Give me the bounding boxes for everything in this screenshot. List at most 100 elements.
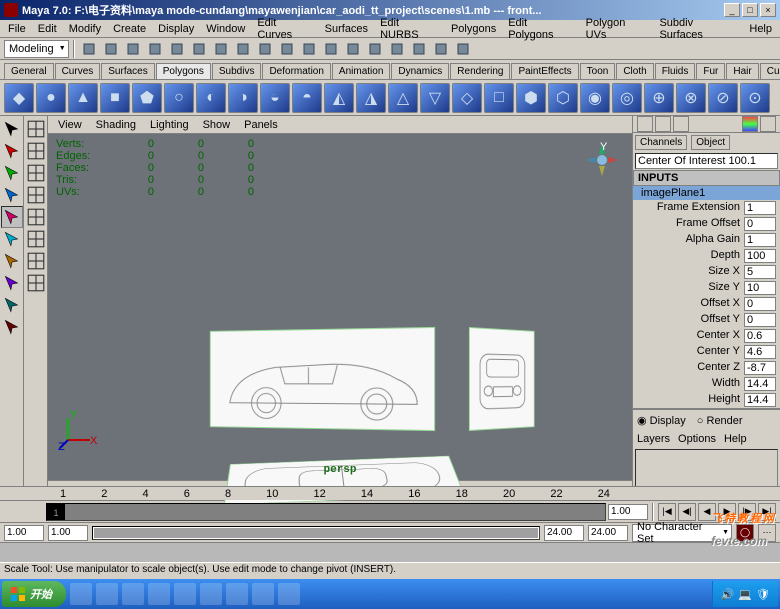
soft-select-tool-icon[interactable] (1, 250, 23, 272)
sculpt-tool-icon[interactable] (1, 294, 23, 316)
taskbar-item-2[interactable] (122, 583, 144, 605)
taskbar-item-8[interactable] (278, 583, 300, 605)
shelf-tab-rendering[interactable]: Rendering (450, 63, 510, 79)
shelf-tab-toon[interactable]: Toon (580, 63, 616, 79)
range-slider[interactable] (92, 526, 540, 540)
view-menu-view[interactable]: View (52, 117, 88, 133)
menu-polygons[interactable]: Polygons (445, 21, 502, 37)
render-radio[interactable]: ○ Render (697, 415, 743, 427)
attr-value[interactable]: 10 (744, 281, 776, 295)
move-tool-icon[interactable] (1, 162, 23, 184)
menu-polygon-uvs[interactable]: Polygon UVs (580, 15, 654, 43)
manipulator-tool-icon[interactable] (1, 228, 23, 250)
shelf-poly-icon-13[interactable]: ▽ (420, 83, 450, 113)
shelf-poly-icon-15[interactable]: □ (484, 83, 514, 113)
taskbar-item-0[interactable] (70, 583, 92, 605)
shelf-poly-icon-14[interactable]: ◇ (452, 83, 482, 113)
shelf-poly-icon-1[interactable]: ● (36, 83, 66, 113)
render-icon[interactable] (343, 39, 363, 59)
shelf-poly-icon-11[interactable]: ◮ (356, 83, 386, 113)
attr-value[interactable]: 100 (744, 249, 776, 263)
tray-icon[interactable]: 💻 (738, 588, 752, 601)
display-radio[interactable]: ◉ Display (637, 415, 686, 427)
new-icon[interactable] (79, 39, 99, 59)
shelf-poly-icon-0[interactable]: ◆ (4, 83, 34, 113)
layout-hypershade-icon[interactable] (25, 250, 47, 272)
show-manip-tool-icon[interactable] (1, 316, 23, 338)
sel-icon[interactable] (453, 39, 473, 59)
snap-grid-icon[interactable] (255, 39, 275, 59)
menu-subdiv-surfaces[interactable]: Subdiv Surfaces (653, 15, 743, 43)
shelf-poly-icon-20[interactable]: ⊕ (644, 83, 674, 113)
mode-selector[interactable]: Modeling (4, 40, 69, 58)
attr-value[interactable]: 4.6 (744, 345, 776, 359)
menu-help[interactable]: Help (743, 21, 778, 37)
shelf-poly-icon-10[interactable]: ◭ (324, 83, 354, 113)
shelf-tab-deformation[interactable]: Deformation (262, 63, 330, 79)
outliner-icon[interactable] (431, 39, 451, 59)
layers-menu-help[interactable]: Help (724, 433, 747, 445)
view-menu-panels[interactable]: Panels (238, 117, 284, 133)
tray-icon[interactable]: 🔊 (721, 588, 735, 601)
scale-tool-icon[interactable] (1, 206, 23, 228)
frame-field[interactable] (608, 504, 648, 520)
layout-two-h-icon[interactable] (25, 162, 47, 184)
shelf-tab-surfaces[interactable]: Surfaces (101, 63, 154, 79)
rotate-tool-icon[interactable] (1, 184, 23, 206)
shelf-tab-fluids[interactable]: Fluids (655, 63, 696, 79)
layout-four-icon[interactable] (25, 140, 47, 162)
channel-layout-1-icon[interactable] (637, 116, 653, 132)
attr-value[interactable]: 5 (744, 265, 776, 279)
shelf-tab-dynamics[interactable]: Dynamics (391, 63, 449, 79)
snap-curve-icon[interactable] (277, 39, 297, 59)
shelf-tab-curves[interactable]: Curves (55, 63, 101, 79)
tray-icon[interactable]: 🛡 (756, 588, 770, 601)
anim-end-field[interactable] (588, 525, 628, 541)
open-icon[interactable] (101, 39, 121, 59)
range-start-field[interactable] (48, 525, 88, 541)
shelf-tab-general[interactable]: General (4, 63, 54, 79)
paint-tool-icon[interactable] (1, 272, 23, 294)
select-tool-icon[interactable] (1, 118, 23, 140)
shelf-poly-icon-5[interactable]: ○ (164, 83, 194, 113)
shelf-poly-icon-17[interactable]: ⬡ (548, 83, 578, 113)
show-attr-icon[interactable] (760, 116, 776, 132)
render-globals-icon[interactable] (387, 39, 407, 59)
layers-menu-layers[interactable]: Layers (637, 433, 670, 445)
layout-persp-out-icon[interactable] (25, 272, 47, 294)
range-handle[interactable] (93, 527, 539, 539)
range-end-field[interactable] (544, 525, 584, 541)
shelf-poly-icon-4[interactable]: ⬟ (132, 83, 162, 113)
command-line[interactable] (0, 542, 780, 562)
save-icon[interactable] (123, 39, 143, 59)
viewport[interactable]: Verts:000Edges:000Faces:000Tris:000UVs:0… (48, 134, 632, 480)
menu-display[interactable]: Display (152, 21, 200, 37)
menu-edit[interactable]: Edit (32, 21, 63, 37)
shelf-poly-icon-16[interactable]: ⬢ (516, 83, 546, 113)
taskbar-item-3[interactable] (148, 583, 170, 605)
shelf-tab-fur[interactable]: Fur (696, 63, 725, 79)
shelf-tab-animation[interactable]: Animation (332, 63, 390, 79)
attr-value[interactable]: 1 (744, 233, 776, 247)
object-tab[interactable]: Object (691, 135, 730, 150)
menu-modify[interactable]: Modify (63, 21, 107, 37)
attr-value[interactable]: 0 (744, 297, 776, 311)
shelf-poly-icon-7[interactable]: ◑ (228, 83, 258, 113)
view-compass[interactable]: Y (584, 142, 620, 178)
channel-layout-2-icon[interactable] (655, 116, 671, 132)
shelf-poly-icon-19[interactable]: ◎ (612, 83, 642, 113)
taskbar-item-7[interactable] (252, 583, 274, 605)
channel-layout-3-icon[interactable] (673, 116, 689, 132)
hypershade-icon[interactable] (409, 39, 429, 59)
layout-three-icon[interactable] (25, 206, 47, 228)
ipr-icon[interactable] (365, 39, 385, 59)
shelf-tab-painteffects[interactable]: PaintEffects (511, 63, 578, 79)
shelf-tab-polygons[interactable]: Polygons (156, 63, 211, 79)
sel-hier-icon[interactable] (189, 39, 209, 59)
attr-value[interactable]: 0 (744, 313, 776, 327)
attr-value[interactable]: 0.6 (744, 329, 776, 343)
shelf-poly-icon-22[interactable]: ⊘ (708, 83, 738, 113)
menu-window[interactable]: Window (200, 21, 251, 37)
shelf-poly-icon-23[interactable]: ⊙ (740, 83, 770, 113)
menu-surfaces[interactable]: Surfaces (319, 21, 374, 37)
